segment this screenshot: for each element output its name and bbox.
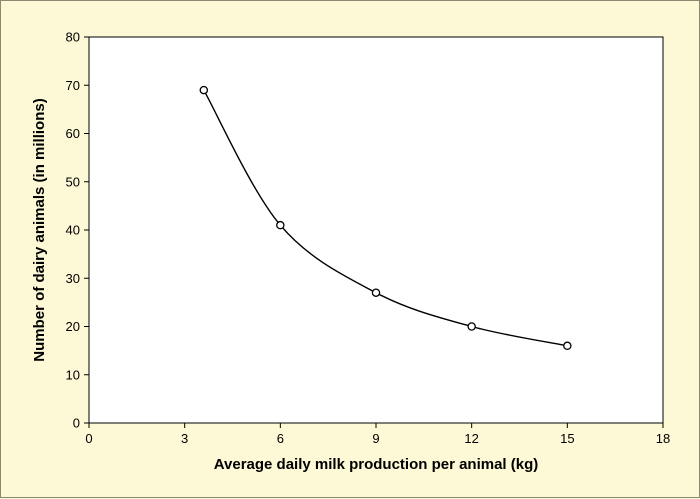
- y-axis: 0 10 20 30 40 50 60 70 80: [66, 30, 89, 431]
- data-point: [199, 85, 209, 95]
- data-points: [199, 85, 572, 351]
- x-tick-label: 9: [372, 431, 379, 446]
- x-tick-label: 12: [464, 431, 478, 446]
- trend-curve: [203, 89, 568, 347]
- data-point: [563, 341, 572, 351]
- x-tick-label: 3: [181, 431, 188, 446]
- x-tick-label: 6: [277, 431, 284, 446]
- x-axis: 0 3 6 9 12 15 18: [85, 423, 670, 446]
- y-tick-label: 20: [66, 319, 80, 334]
- y-tick-label: 80: [66, 30, 80, 45]
- data-point: [371, 288, 381, 297]
- y-tick-label: 30: [66, 271, 80, 286]
- data-point: [467, 322, 476, 331]
- y-tick-label: 70: [66, 78, 80, 93]
- y-tick-label: 10: [66, 367, 80, 382]
- plot-area: [88, 36, 664, 424]
- x-tick-label: 18: [656, 431, 670, 446]
- x-tick-label: 0: [85, 431, 92, 446]
- y-tick-label: 40: [66, 223, 80, 238]
- x-axis-title: Average daily milk production per animal…: [214, 456, 539, 473]
- y-tick-label: 50: [66, 174, 80, 189]
- x-tick-label: 15: [560, 431, 574, 446]
- y-tick-label: 60: [66, 126, 80, 141]
- y-axis-title: Number of dairy animals (in millions): [31, 98, 48, 361]
- data-point: [276, 220, 285, 230]
- y-tick-label: 0: [73, 416, 80, 431]
